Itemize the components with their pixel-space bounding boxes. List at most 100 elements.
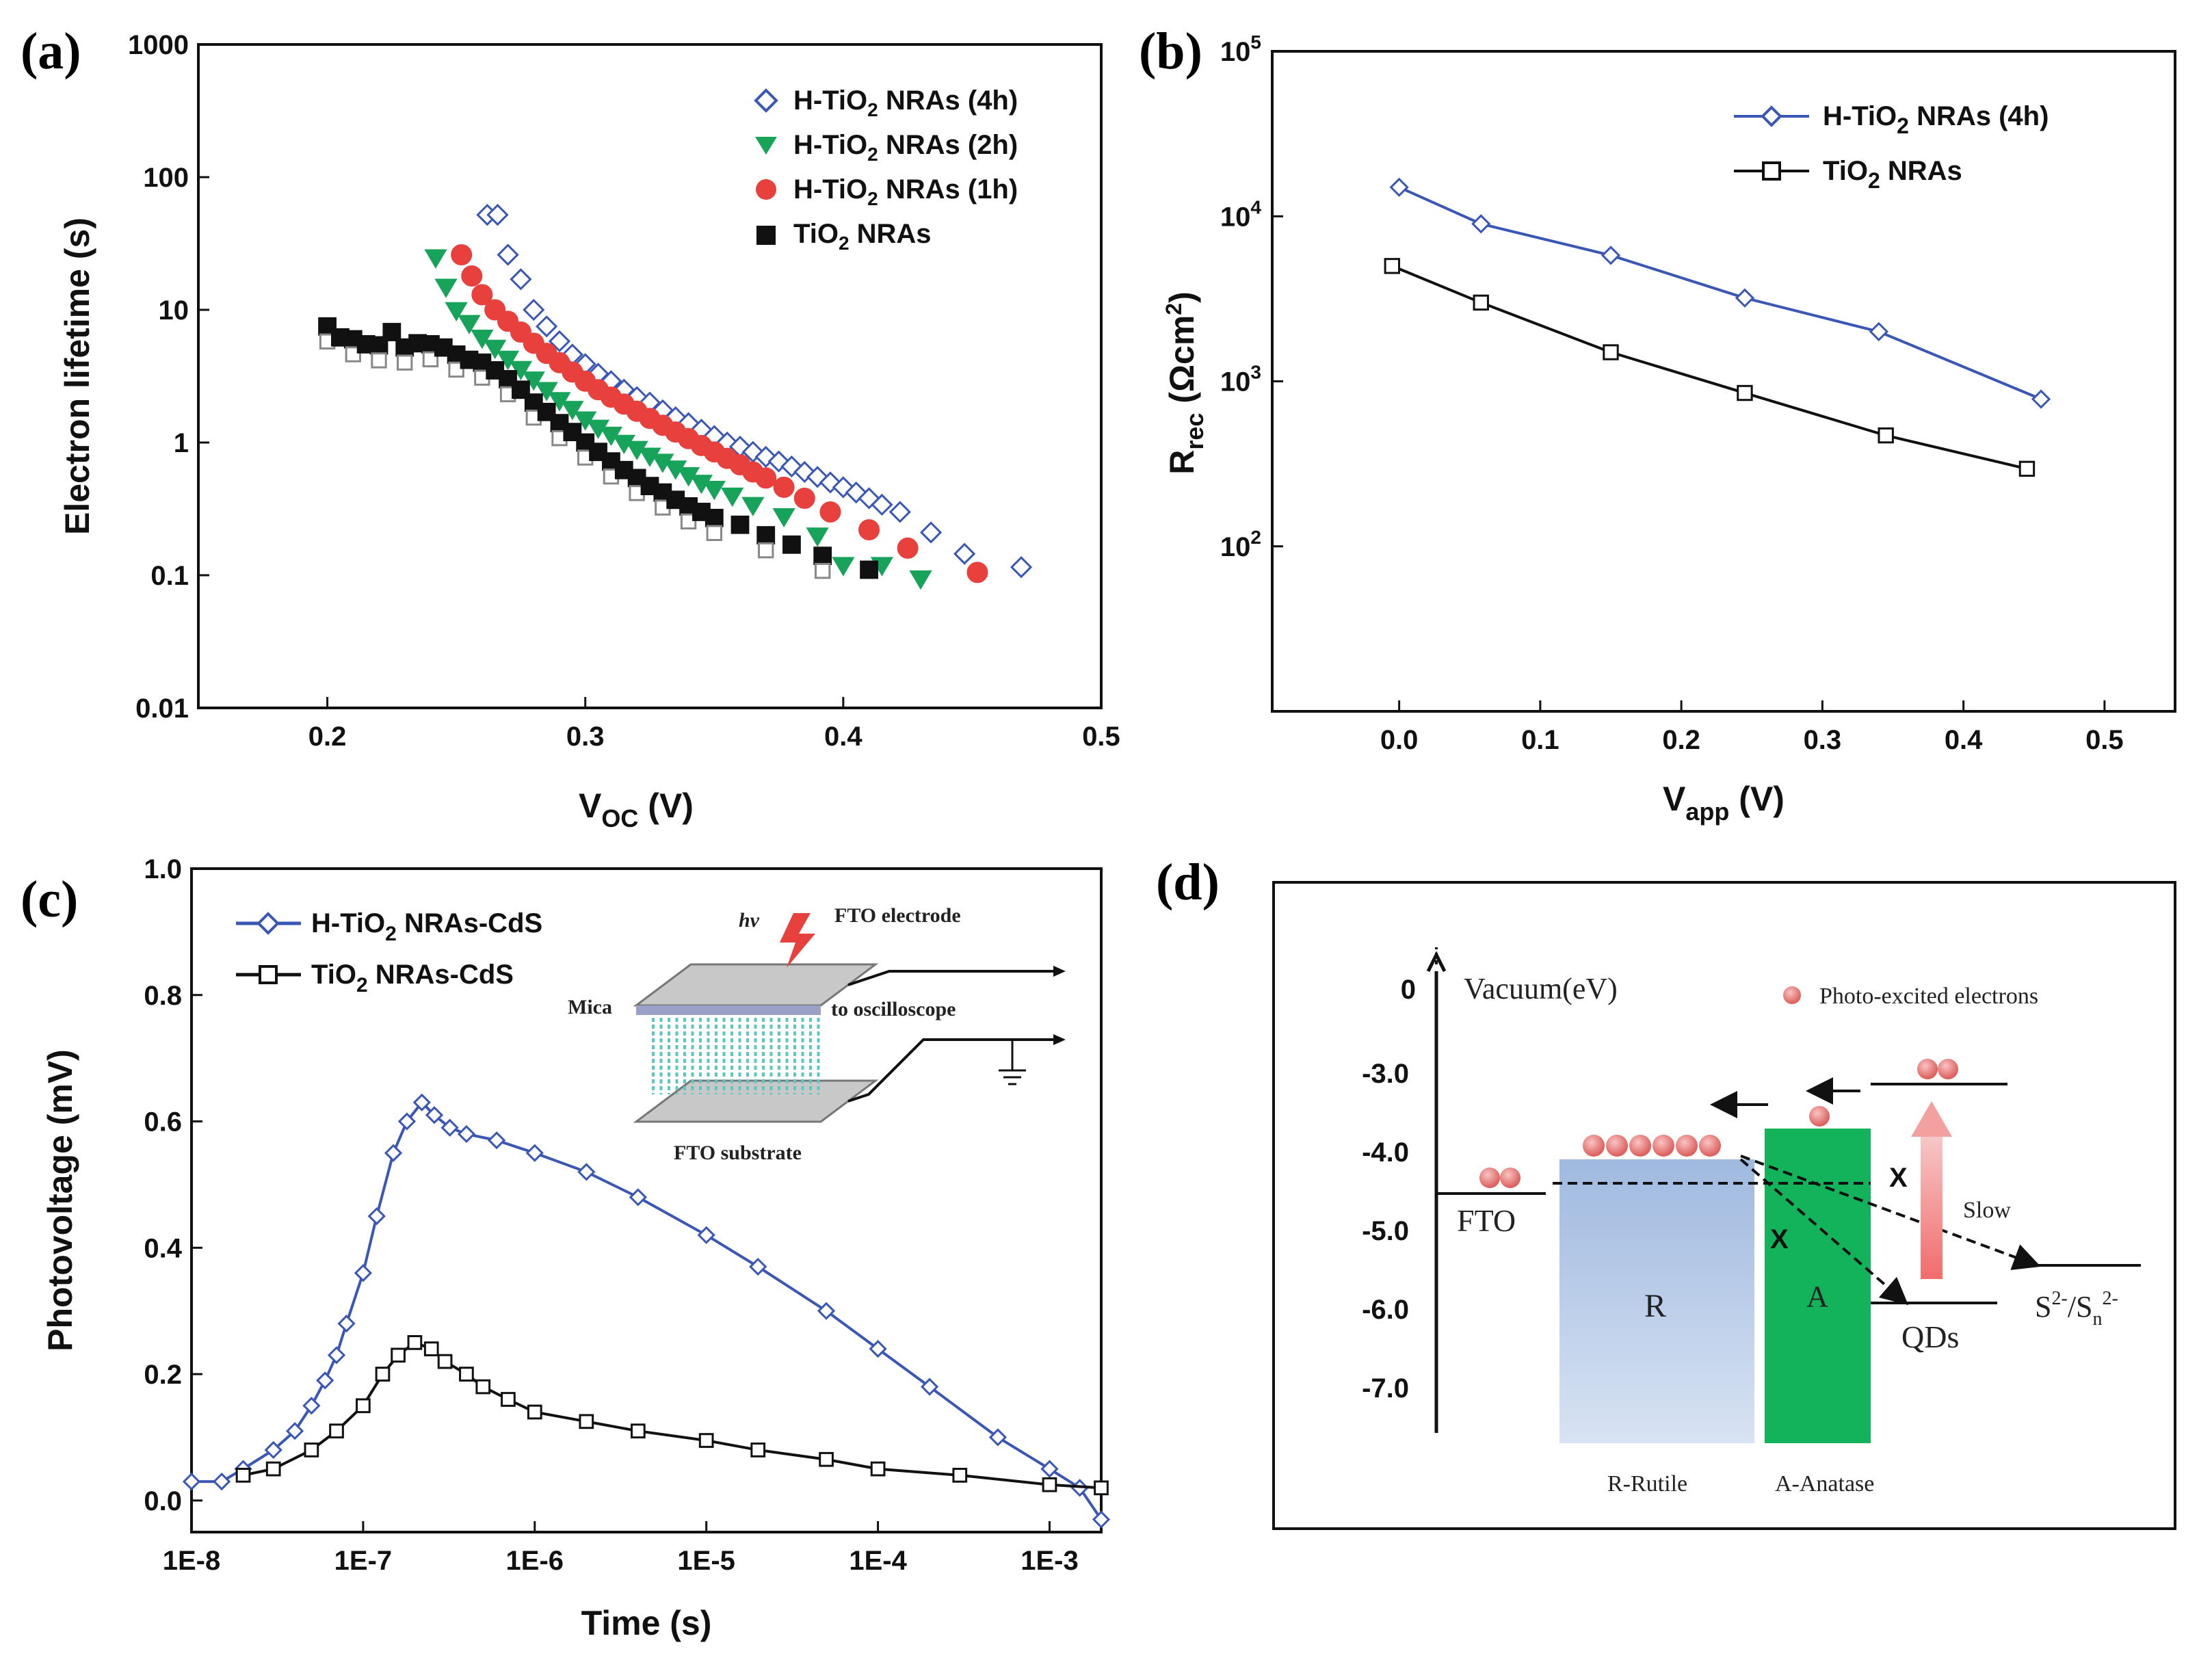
x-tick-label-b: 0.4 [1945, 725, 1983, 755]
point-a-series-2 [461, 265, 483, 287]
point-a-series-0 [819, 471, 842, 494]
point-a-series-0 [497, 243, 519, 266]
point-a-series-3-shadow [371, 352, 387, 369]
point-a-series-0 [523, 298, 545, 321]
point-a-series-2 [773, 476, 795, 498]
point-b-series-0 [1389, 177, 1409, 197]
point-c-series-1 [391, 1347, 406, 1363]
rutile-electrons [1583, 1135, 1721, 1157]
y-axis-title-b: Rrec (Ωcm2) [1161, 291, 1209, 475]
point-c-series-0 [316, 1371, 334, 1390]
legend-a-label-0: H-TiO2 NRAs (4h) [793, 85, 1018, 120]
point-c-series-1 [527, 1404, 542, 1420]
point-a-series-1 [561, 401, 584, 421]
axis-ticks-a: 0.2 0.3 0.4 0.5 0.01 0.1 1 10 100 1000 [128, 30, 1120, 752]
point-c-series-1 [579, 1414, 594, 1430]
point-a-series-2 [451, 243, 473, 265]
inset-wire-arrow-icon [1053, 1034, 1066, 1045]
point-a-series-2 [819, 501, 841, 523]
point-a-series-1 [806, 527, 829, 547]
point-a-series-2 [897, 537, 919, 559]
point-a-series-3-shadow [448, 361, 464, 378]
point-a-series-0 [793, 460, 816, 484]
y-tick-label-a: 0.1 [150, 561, 189, 591]
legend-a-label-1: H-TiO2 NRAs (2h) [793, 130, 1018, 165]
point-c-series-1 [630, 1423, 646, 1439]
legend-c: H-TiO2 NRAs-CdS TiO2 NRAs-CdS [236, 908, 542, 997]
point-a-series-1 [772, 508, 795, 528]
plot-frame-a [197, 43, 1103, 709]
point-b-series-1 [2018, 460, 2036, 477]
legend-b-marker-1 [1762, 161, 1781, 181]
point-c-series-0 [425, 1106, 444, 1124]
point-c-series-1 [501, 1392, 516, 1407]
point-a-series-0 [888, 501, 911, 523]
legend-c-label-0: H-TiO2 NRAs-CdS [311, 908, 542, 945]
electrolyte-label: S2-/Sn2- [2035, 1288, 2118, 1330]
point-a-series-3-shadow [345, 346, 361, 363]
y-tick-label-a: 1 [174, 428, 189, 458]
rutile-block [1559, 1159, 1754, 1443]
point-a-series-1 [909, 570, 932, 590]
recombination-arrow-icon [1740, 1155, 2041, 1270]
qds-label: QDs [1901, 1319, 1959, 1354]
legend-a-marker-3 [756, 226, 776, 245]
point-c-series-1 [819, 1451, 834, 1467]
x-tick-label-c: 1E-3 [1021, 1546, 1079, 1576]
data-marks-c [182, 1093, 1111, 1529]
electron-icon [1938, 1059, 1958, 1079]
slow-label: Slow [1963, 1198, 2011, 1223]
y-tick-label-a: 0.01 [135, 694, 189, 724]
x-tick-label-b: 0.5 [2085, 725, 2124, 755]
point-a-series-3-shadow [758, 542, 774, 559]
electron-icon [1583, 1135, 1605, 1157]
recombination-arrow-icon [1739, 1158, 1909, 1306]
plot-frame-c [190, 867, 1103, 1533]
point-a-series-3 [860, 560, 878, 579]
panel-label-c: (c) [21, 871, 78, 928]
point-a-series-3 [756, 526, 776, 545]
point-c-series-0 [285, 1422, 304, 1440]
legend-b-marker-0 [1761, 105, 1782, 127]
point-c-series-1 [698, 1433, 714, 1448]
plot-frame-b [1271, 50, 2176, 713]
x-axis-title-b: Vapp (V) [1663, 780, 1785, 826]
point-c-series-1 [437, 1354, 453, 1369]
point-c-series-1 [329, 1423, 344, 1439]
electron-icon [1500, 1168, 1520, 1188]
point-a-series-3-shadow [680, 513, 697, 530]
point-c-series-0 [1040, 1460, 1059, 1478]
point-c-series-1 [1094, 1480, 1109, 1496]
point-a-series-1 [458, 315, 481, 334]
y-axis-title-c: Photovoltage (mV) [41, 1049, 79, 1352]
point-c-series-1 [423, 1341, 439, 1356]
point-a-series-3-shadow [397, 354, 413, 371]
x-tick-label-b: 0.2 [1662, 725, 1700, 755]
point-c-series-0 [213, 1472, 231, 1491]
y-tick-label-a: 1000 [128, 30, 189, 60]
point-a-series-0 [832, 476, 854, 499]
point-a-series-1 [484, 339, 507, 360]
inset-bottom-wire [847, 1038, 1053, 1103]
electron-icon [1676, 1135, 1698, 1157]
axis-ticks-c: 1E-8 1E-7 1E-6 1E-5 1E-4 1E-3 0.0 0.2 0.4 0.6 0.8 1… [144, 854, 1078, 1576]
inset-electrode-label: FTO electrode [834, 904, 961, 927]
y-tick-label-c: 0.2 [144, 1360, 182, 1390]
inset-mica-label: Mica [568, 996, 612, 1018]
y-tick-label-b: 104 [1220, 196, 1262, 232]
point-a-series-1 [535, 382, 558, 401]
x-tick-label-c: 1E-8 [163, 1546, 221, 1576]
x-tick-label-a: 0.5 [1082, 722, 1120, 752]
point-a-series-3 [813, 546, 832, 566]
inset-wire-arrow-icon [1053, 966, 1066, 977]
tick-label: -7.0 [1362, 1373, 1409, 1404]
panel-a: (a) 0.2 0.3 0.4 0.5 0.01 0.1 1 10 100 1000 Electr… [21, 23, 1120, 832]
legend-b-label-1: TiO2 NRAs [1823, 156, 1962, 193]
point-a-series-1 [496, 350, 520, 371]
point-a-series-3 [782, 535, 801, 554]
rutile-caption: R-Rutile [1607, 1471, 1687, 1497]
inset-mica-layer [636, 1005, 821, 1015]
point-c-series-1 [407, 1335, 423, 1350]
x-axis-title-a: VOC (V) [579, 787, 694, 832]
